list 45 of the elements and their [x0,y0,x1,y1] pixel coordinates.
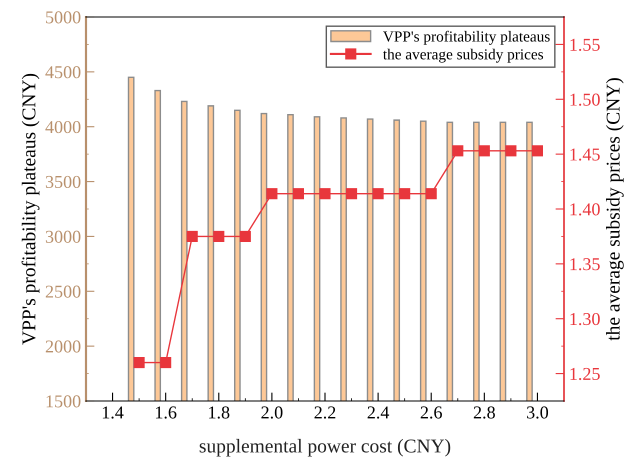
y2-tick-label: 1.30 [570,312,600,326]
point [505,145,516,156]
y-tick-label: 4500 [45,66,80,78]
y-tick-label: 2000 [46,340,80,353]
y-tick-label: 4000 [45,120,80,134]
point [266,188,278,200]
point [372,188,384,200]
x-tick-label: 1.8 [209,406,230,419]
point [134,357,145,368]
x-axis-title: supplemental power cost (CNY) [200,438,450,457]
point [240,230,251,242]
y2-tick-label: 1.55 [570,38,600,51]
x-tick-label: 2.8 [474,406,495,419]
point [426,188,437,200]
y2-axis-title: the average subsidy prices (CNY) [606,78,624,341]
y-tick-label: 5000 [46,11,80,24]
x-tick-label: 1.6 [156,406,176,419]
point [478,145,490,156]
y2-tick-label: 1.50 [570,94,600,106]
y-tick-label: 3000 [46,230,80,243]
y2-tick-label: 1.25 [570,368,600,380]
y2-tick-label: 1.45 [570,148,600,161]
y-tick-label: 3500 [46,176,80,188]
x-tick-label: 2.4 [368,406,390,419]
point [319,188,331,200]
y2-tick-label: 1.35 [570,258,600,270]
point [186,230,198,242]
point [160,357,172,368]
point [399,188,410,200]
point [292,188,304,200]
point [532,145,543,156]
legend-label: VPP's profitability plateaus [383,30,550,45]
point [213,230,224,242]
x-tick-label: 2.2 [314,406,336,419]
legend-label: the average subsidy prices [383,48,544,63]
x-tick-label: 1.4 [102,406,124,419]
x-tick-label: 2.0 [261,406,282,419]
x-tick-label: 2.6 [420,406,442,419]
y-tick-label: 1500 [46,395,80,408]
point [346,188,358,200]
y2-tick-label: 1.40 [570,203,600,216]
y-tick-label: 2500 [46,286,80,298]
point [452,145,464,156]
y-axis-title: VPP's profitability plateaus (CNY) [22,74,40,345]
x-tick-label: 3.0 [527,406,548,419]
